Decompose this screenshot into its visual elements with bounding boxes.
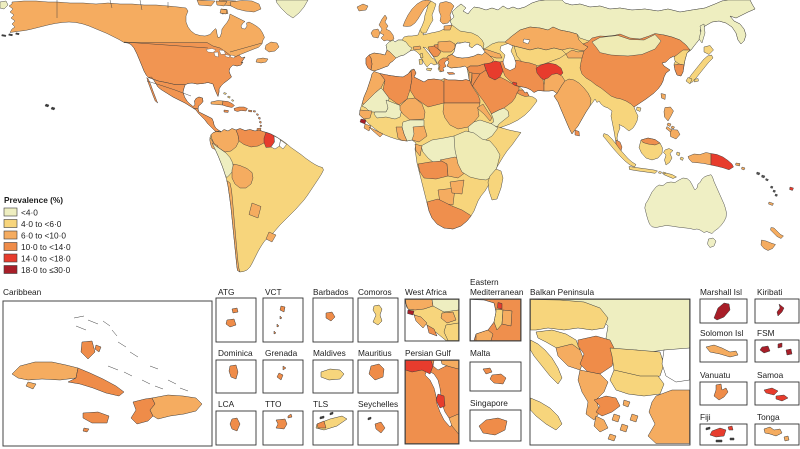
svg-text:Solomon Isl: Solomon Isl xyxy=(700,328,744,338)
svg-text:VCT: VCT xyxy=(265,287,282,297)
svg-text:Tonga: Tonga xyxy=(757,412,780,422)
svg-text:TLS: TLS xyxy=(313,399,329,409)
svg-text:Kiribati: Kiribati xyxy=(757,287,783,297)
svg-text:18·0 to ≤30·0: 18·0 to ≤30·0 xyxy=(21,265,71,275)
svg-text:Eastern: Eastern xyxy=(470,277,499,287)
svg-text:Caribbean: Caribbean xyxy=(3,287,42,297)
svg-text:Mediterranean: Mediterranean xyxy=(470,287,524,297)
svg-text:Samoa: Samoa xyxy=(757,370,784,380)
svg-text:Marshall Isl: Marshall Isl xyxy=(700,287,742,297)
svg-text:Singapore: Singapore xyxy=(470,398,508,408)
svg-text:Persian Gulf: Persian Gulf xyxy=(405,348,451,358)
svg-text:10·0 to <14·0: 10·0 to <14·0 xyxy=(21,242,71,252)
svg-text:Maldives: Maldives xyxy=(313,348,346,358)
svg-text:14·0 to <18·0: 14·0 to <18·0 xyxy=(21,254,71,264)
svg-text:Malta: Malta xyxy=(470,348,491,358)
svg-text:Dominica: Dominica xyxy=(218,348,253,358)
svg-text:6·0 to <10·0: 6·0 to <10·0 xyxy=(21,231,66,241)
svg-text:TTO: TTO xyxy=(265,399,282,409)
svg-text:FSM: FSM xyxy=(757,328,775,338)
svg-text:Balkan Peninsula: Balkan Peninsula xyxy=(530,287,595,297)
svg-text:4·0 to <6·0: 4·0 to <6·0 xyxy=(21,219,62,229)
svg-text:Mauritius: Mauritius xyxy=(358,348,392,358)
svg-text:Prevalence (%): Prevalence (%) xyxy=(4,195,63,205)
svg-text:LCA: LCA xyxy=(218,399,235,409)
svg-text:Seychelles: Seychelles xyxy=(358,399,398,409)
svg-text:Grenada: Grenada xyxy=(265,348,298,358)
svg-text:Fiji: Fiji xyxy=(700,412,711,422)
svg-text:Barbados: Barbados xyxy=(313,287,349,297)
svg-text:<4·0: <4·0 xyxy=(21,208,38,218)
svg-text:Comoros: Comoros xyxy=(358,287,392,297)
svg-text:Vanuatu: Vanuatu xyxy=(700,370,731,380)
svg-text:West Africa: West Africa xyxy=(405,287,447,297)
svg-text:ATG: ATG xyxy=(218,287,234,297)
